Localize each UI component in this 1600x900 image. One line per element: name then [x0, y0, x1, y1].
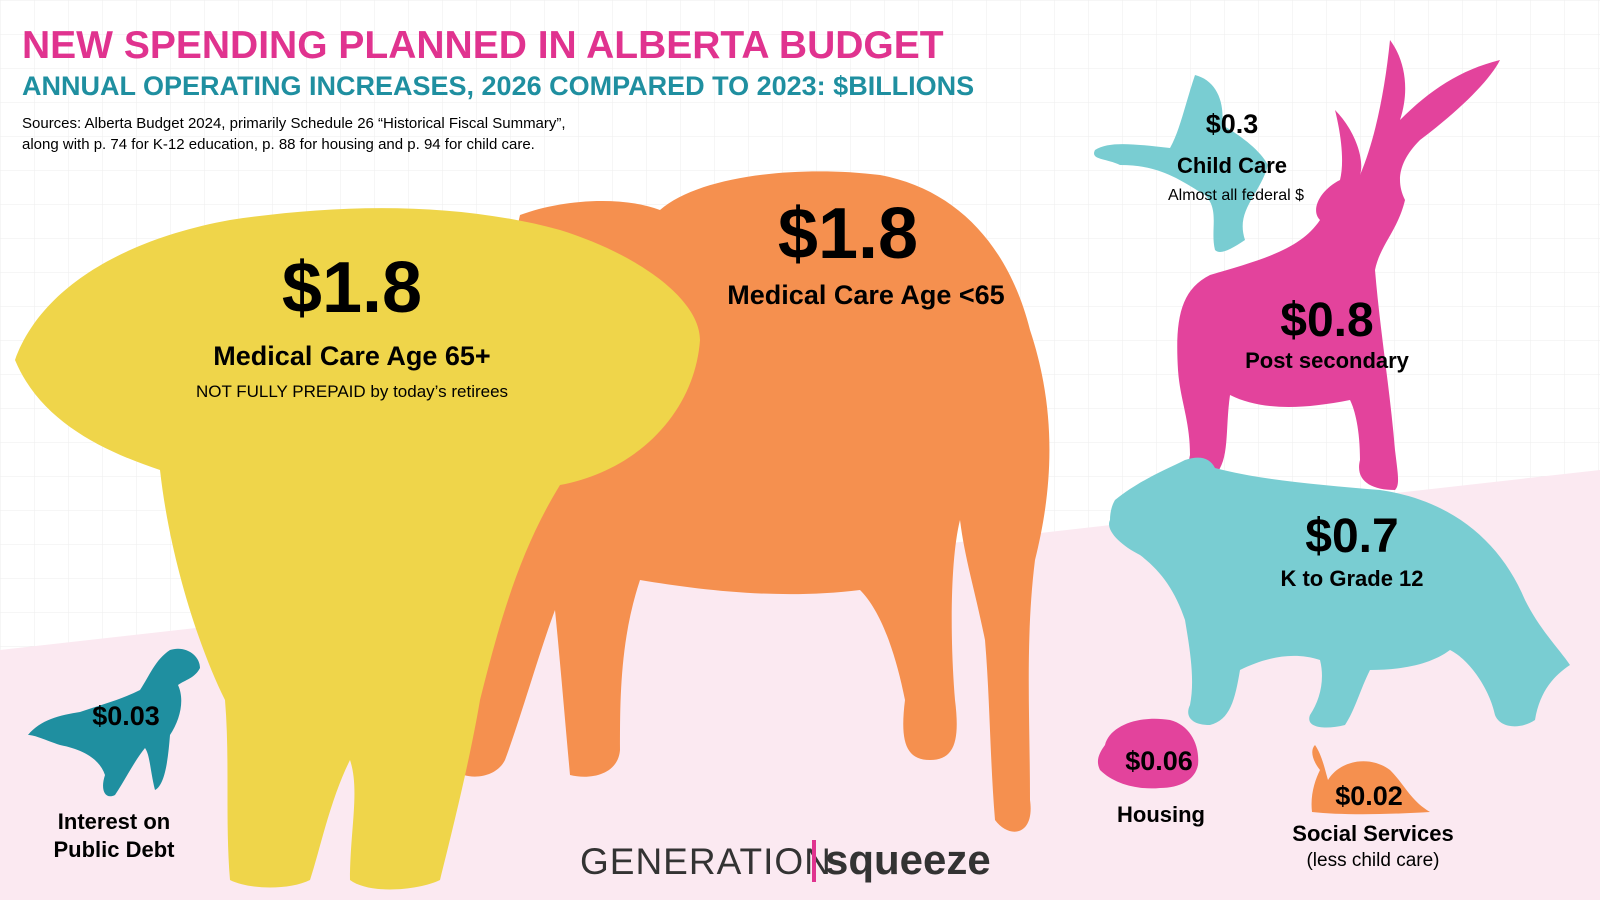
item-label: Interest on [58, 809, 170, 834]
item-label: Housing [1117, 802, 1205, 827]
yellow-elephant [15, 208, 700, 890]
bear-icon [1109, 457, 1570, 728]
bird-icon [1094, 75, 1268, 252]
item-label: Public Debt [53, 837, 175, 862]
value-label: $0.7 [1305, 510, 1398, 563]
dinosaur-icon [28, 648, 200, 797]
value-label: $1.8 [282, 248, 422, 328]
value-label: $0.02 [1335, 781, 1403, 811]
logo-right: squeeze [825, 836, 991, 883]
hedgehog-icon [1097, 718, 1199, 789]
item-note: Almost all federal $ [1168, 187, 1304, 204]
value-label: $0.03 [92, 701, 160, 731]
value-label: $0.8 [1280, 294, 1373, 347]
subtitle: ANNUAL OPERATING INCREASES, 2026 COMPARE… [22, 71, 974, 101]
source: Sources: Alberta Budget 2024, primarily … [22, 115, 566, 132]
title: NEW SPENDING PLANNED IN ALBERTA BUDGET [22, 24, 944, 67]
snail-icon [1311, 745, 1430, 815]
value-label: $0.06 [1125, 746, 1193, 776]
value-label: $0.3 [1206, 109, 1259, 139]
item-note: NOT FULLY PREPAID by today’s retirees [196, 382, 508, 401]
logo-left: GENERATION [580, 841, 832, 882]
item-label: Medical Care Age <65 [727, 280, 1004, 310]
item-label: Medical Care Age 65+ [213, 341, 490, 371]
item-note: (less child care) [1306, 850, 1439, 871]
logo-divider [812, 840, 816, 882]
item-label: Child Care [1177, 153, 1287, 178]
value-label: $1.8 [778, 194, 918, 274]
deer-icon [1177, 40, 1500, 490]
item-label: Post secondary [1245, 348, 1410, 373]
item-label: K to Grade 12 [1280, 566, 1423, 591]
item-label: Social Services [1292, 821, 1453, 846]
source: along with p. 74 for K-12 education, p. … [22, 136, 535, 153]
